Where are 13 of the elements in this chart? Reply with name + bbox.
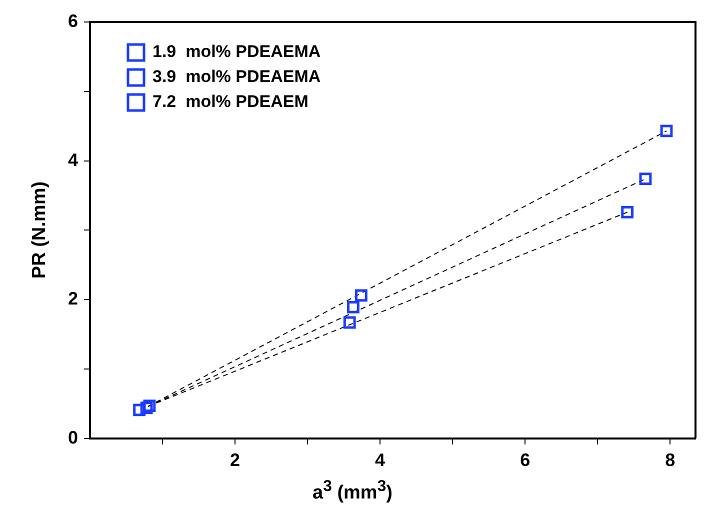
legend-label: 1.9 mol% PDEAEMA: [152, 42, 321, 62]
legend-label: 3.9 mol% PDEAEMA: [152, 67, 321, 86]
x-tick-label: 4: [375, 450, 386, 470]
y-tick-label: 6: [68, 10, 78, 31]
x-tick-label: 2: [230, 450, 240, 470]
y-axis-title: PR (N.mm): [29, 181, 51, 279]
y-tick-label: 4: [68, 150, 78, 170]
x-axis-title: a$^{3}$ (mm$^{3}$): [312, 478, 394, 504]
x-tick-label: 6: [520, 450, 530, 470]
legend-label: 7.2 mol% PDEAEM: [152, 92, 308, 112]
y-tick-label: 2: [68, 288, 78, 309]
y-tick-label: 0: [68, 427, 78, 448]
x-tick-label: 8: [665, 450, 676, 470]
